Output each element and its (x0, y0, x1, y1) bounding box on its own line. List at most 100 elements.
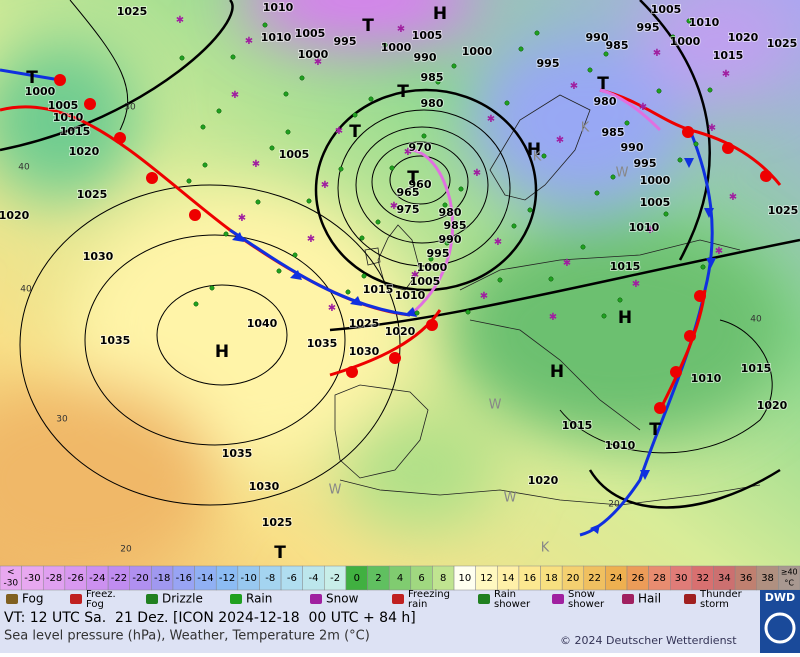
snow-symbol: ✱ (328, 303, 336, 314)
scale-label: 32 (696, 573, 709, 584)
rain-symbol (209, 285, 215, 291)
rain-symbol (497, 277, 503, 283)
snow-symbol: ✱ (252, 159, 260, 170)
isobar-label: 995 (537, 57, 560, 70)
scale-label: 38 (761, 573, 774, 584)
legend-label: Thunder (699, 589, 743, 600)
air-mass-label: K (541, 541, 550, 556)
isobar-label: 1010 (263, 1, 294, 14)
legend-icon (684, 594, 696, 604)
isobar-label: 1035 (222, 447, 253, 460)
snow-symbol: ✱ (404, 147, 412, 158)
legend-label: Drizzle (162, 592, 203, 606)
scale-label: 30 (675, 573, 688, 584)
rain-symbol (707, 87, 713, 93)
isobar-label: 1000 (298, 48, 329, 61)
pressure-center: T (397, 82, 409, 102)
scale-label: -4 (309, 573, 319, 584)
isobar-label: 970 (409, 141, 432, 154)
isobar-label: 1030 (83, 250, 114, 263)
scale-label: -6 (287, 573, 297, 584)
isobar-label: 1005 (640, 196, 671, 209)
isobar-label: 1025 (117, 5, 148, 18)
logo: DWD (765, 591, 795, 604)
rain-symbol (382, 42, 388, 48)
isobar-label: 995 (637, 21, 660, 34)
scale-label: 12 (480, 573, 493, 584)
rain-symbol (587, 67, 593, 73)
rain-symbol (361, 273, 367, 279)
snow-symbol: ✱ (556, 135, 564, 146)
rain-symbol (414, 310, 420, 316)
legend-label: Freezing (408, 589, 450, 600)
legend-label: Fog (86, 599, 104, 610)
pressure-center: H (618, 308, 632, 328)
snow-symbol: ✱ (487, 114, 495, 125)
isobar-label: 1025 (767, 37, 798, 50)
rain-symbol (465, 309, 471, 315)
rain-symbol (670, 34, 676, 40)
isobar-label: 1025 (262, 516, 293, 529)
rain-symbol (306, 198, 312, 204)
isobar-label: 985 (606, 39, 629, 52)
scale-label: 18 (545, 573, 558, 584)
rain-symbol (601, 313, 607, 319)
scale-label: -12 (219, 573, 235, 584)
isobar-label: 1015 (562, 419, 593, 432)
legend-label: storm (700, 599, 729, 610)
isobar-label: 1020 (528, 474, 559, 487)
rain-symbol (428, 256, 434, 262)
legend-icon (70, 594, 82, 604)
legend-label: Snow (568, 589, 595, 600)
legend-label: rain (408, 599, 427, 610)
snow-symbol: ✱ (653, 48, 661, 59)
isobar-label: 1005 (410, 275, 441, 288)
scale-label: 8 (440, 573, 446, 584)
rain-symbol (624, 120, 630, 126)
legend-label: Rain (494, 589, 516, 600)
isobar-label: 1000 (25, 85, 56, 98)
rain-symbol (299, 75, 305, 81)
legend-label: Snow (326, 592, 359, 606)
isobar-label: 1005 (412, 29, 443, 42)
scale-label: -28 (46, 573, 62, 584)
isobar-label: 990 (621, 141, 644, 154)
rain-symbol (193, 301, 199, 307)
rain-symbol (276, 268, 282, 274)
scale-upper-symbol: ≥40 (781, 568, 798, 577)
air-mass-label: W (489, 398, 502, 413)
coastlines (334, 94, 761, 506)
isobar-label: 1005 (48, 99, 79, 112)
scale-label: 36 (740, 573, 753, 584)
isobar-label: 1015 (741, 362, 772, 375)
snow-symbol: ✱ (314, 57, 322, 68)
scale-label: 2 (375, 573, 381, 584)
isobar-label: 1005 (295, 27, 326, 40)
rain-symbol (200, 124, 206, 130)
rain-symbol (541, 153, 547, 159)
isobar-label: 965 (397, 186, 420, 199)
snow-symbol: ✱ (397, 24, 405, 35)
isobar-label: 1000 (670, 35, 701, 48)
rain-symbol (677, 157, 683, 163)
temperature-scale: <-30 -30 -28 -26 -24 -22 -20 -18 -16 -14 -12 -10 -8-… (0, 565, 800, 591)
logo-mark (764, 612, 796, 644)
pressure-center: T (407, 168, 419, 188)
legend-icon (6, 594, 18, 604)
rain-symbol (186, 178, 192, 184)
isobar-label: 1010 (605, 439, 636, 452)
air-mass-label: K (533, 150, 542, 165)
isobar-label: 1015 (610, 260, 641, 273)
scale-label: 14 (502, 573, 515, 584)
scale-label: -30 (24, 573, 40, 584)
isobar-label: 995 (427, 247, 450, 260)
isobar-label: 1025 (77, 188, 108, 201)
rain-symbol (269, 145, 275, 151)
rain-symbol (527, 207, 533, 213)
scale-label: 10 (458, 573, 471, 584)
scale-label: -2 (330, 573, 340, 584)
rain-symbol (458, 186, 464, 192)
weather-symbols: ✱ ✱ ✱ ✱ ✱ ✱ ✱ ✱ ✱ ✱ ✱ ✱ ✱ ✱ ✱ ✱ ✱ ✱ ✱ ✱ ✱ ✱ ✱ ✱ ✱ ✱ ✱ ✱ ✱ ✱ (176, 15, 737, 323)
